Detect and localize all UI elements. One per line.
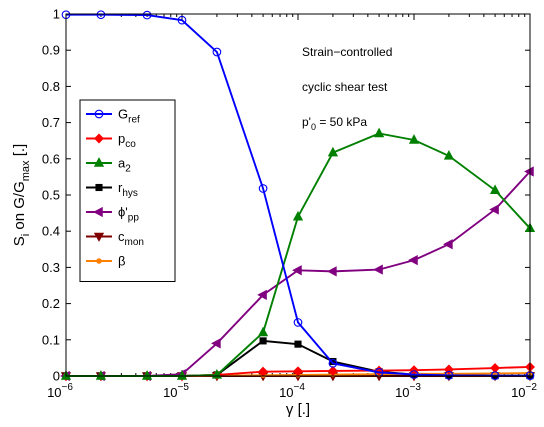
data-point <box>259 337 267 345</box>
data-point <box>294 340 302 348</box>
data-point <box>327 266 337 277</box>
y-tick-label: 0.7 <box>42 115 60 130</box>
y-tick-label: 0.9 <box>42 43 60 58</box>
legend-marker <box>96 258 102 264</box>
data-point <box>408 134 420 144</box>
data-point <box>257 326 269 337</box>
data-point <box>292 210 304 221</box>
data-point <box>328 358 338 368</box>
data-point <box>373 127 385 138</box>
data-point <box>443 150 455 160</box>
data-point <box>408 255 418 266</box>
y-axis-label: Si on G/Gmax [.] <box>11 144 32 246</box>
y-tick-label: 0.3 <box>42 260 60 275</box>
y-tick-label: 0.6 <box>42 151 60 166</box>
data-point <box>96 10 106 20</box>
y-tick-label: 0.1 <box>42 332 60 347</box>
data-point <box>293 318 303 327</box>
x-axis-label: γ [.] <box>286 401 310 418</box>
data-point <box>327 365 338 376</box>
legend-marker <box>93 206 103 218</box>
legend-marker <box>93 232 105 242</box>
data-point <box>176 370 188 380</box>
y-tick-label: 1 <box>53 7 60 22</box>
data-point <box>211 338 221 349</box>
data-point <box>409 370 419 379</box>
annotation-line-3: p'0 = 50 kPa <box>302 115 367 132</box>
data-point <box>444 370 454 380</box>
data-point <box>293 366 303 377</box>
data-point <box>524 166 534 177</box>
legend-marker <box>94 109 104 119</box>
data-point <box>292 265 302 276</box>
y-tick-label: 0.4 <box>42 224 60 239</box>
data-point <box>177 15 187 25</box>
data-point <box>443 239 453 250</box>
annotation-text: Strain−controlled cyclic shear test p'0 … <box>302 45 392 132</box>
legend-item-series6: β <box>86 254 125 269</box>
data-point <box>489 204 499 215</box>
annotation-line-2: cyclic shear test <box>302 80 388 94</box>
data-point <box>257 289 267 301</box>
data-point <box>95 370 107 380</box>
series-line <box>66 13 530 377</box>
data-point <box>212 47 222 57</box>
annotation-line-1: Strain−controlled <box>302 45 392 59</box>
data-point <box>258 184 268 193</box>
legend-label: β <box>118 254 125 269</box>
axes-frame <box>65 13 531 377</box>
legend-marker <box>93 157 105 167</box>
data-point <box>373 264 383 275</box>
y-tick-label: 0.5 <box>42 188 60 203</box>
y-tick-label: 0.8 <box>42 79 60 94</box>
y-tick-label: 0 <box>53 369 60 384</box>
data-point <box>489 184 501 195</box>
data-point <box>141 370 153 380</box>
legend-marker <box>95 183 103 192</box>
data-point <box>327 146 339 157</box>
legend-marker <box>94 133 104 144</box>
y-tick-label: 0.2 <box>42 296 60 311</box>
data-point <box>142 10 152 20</box>
